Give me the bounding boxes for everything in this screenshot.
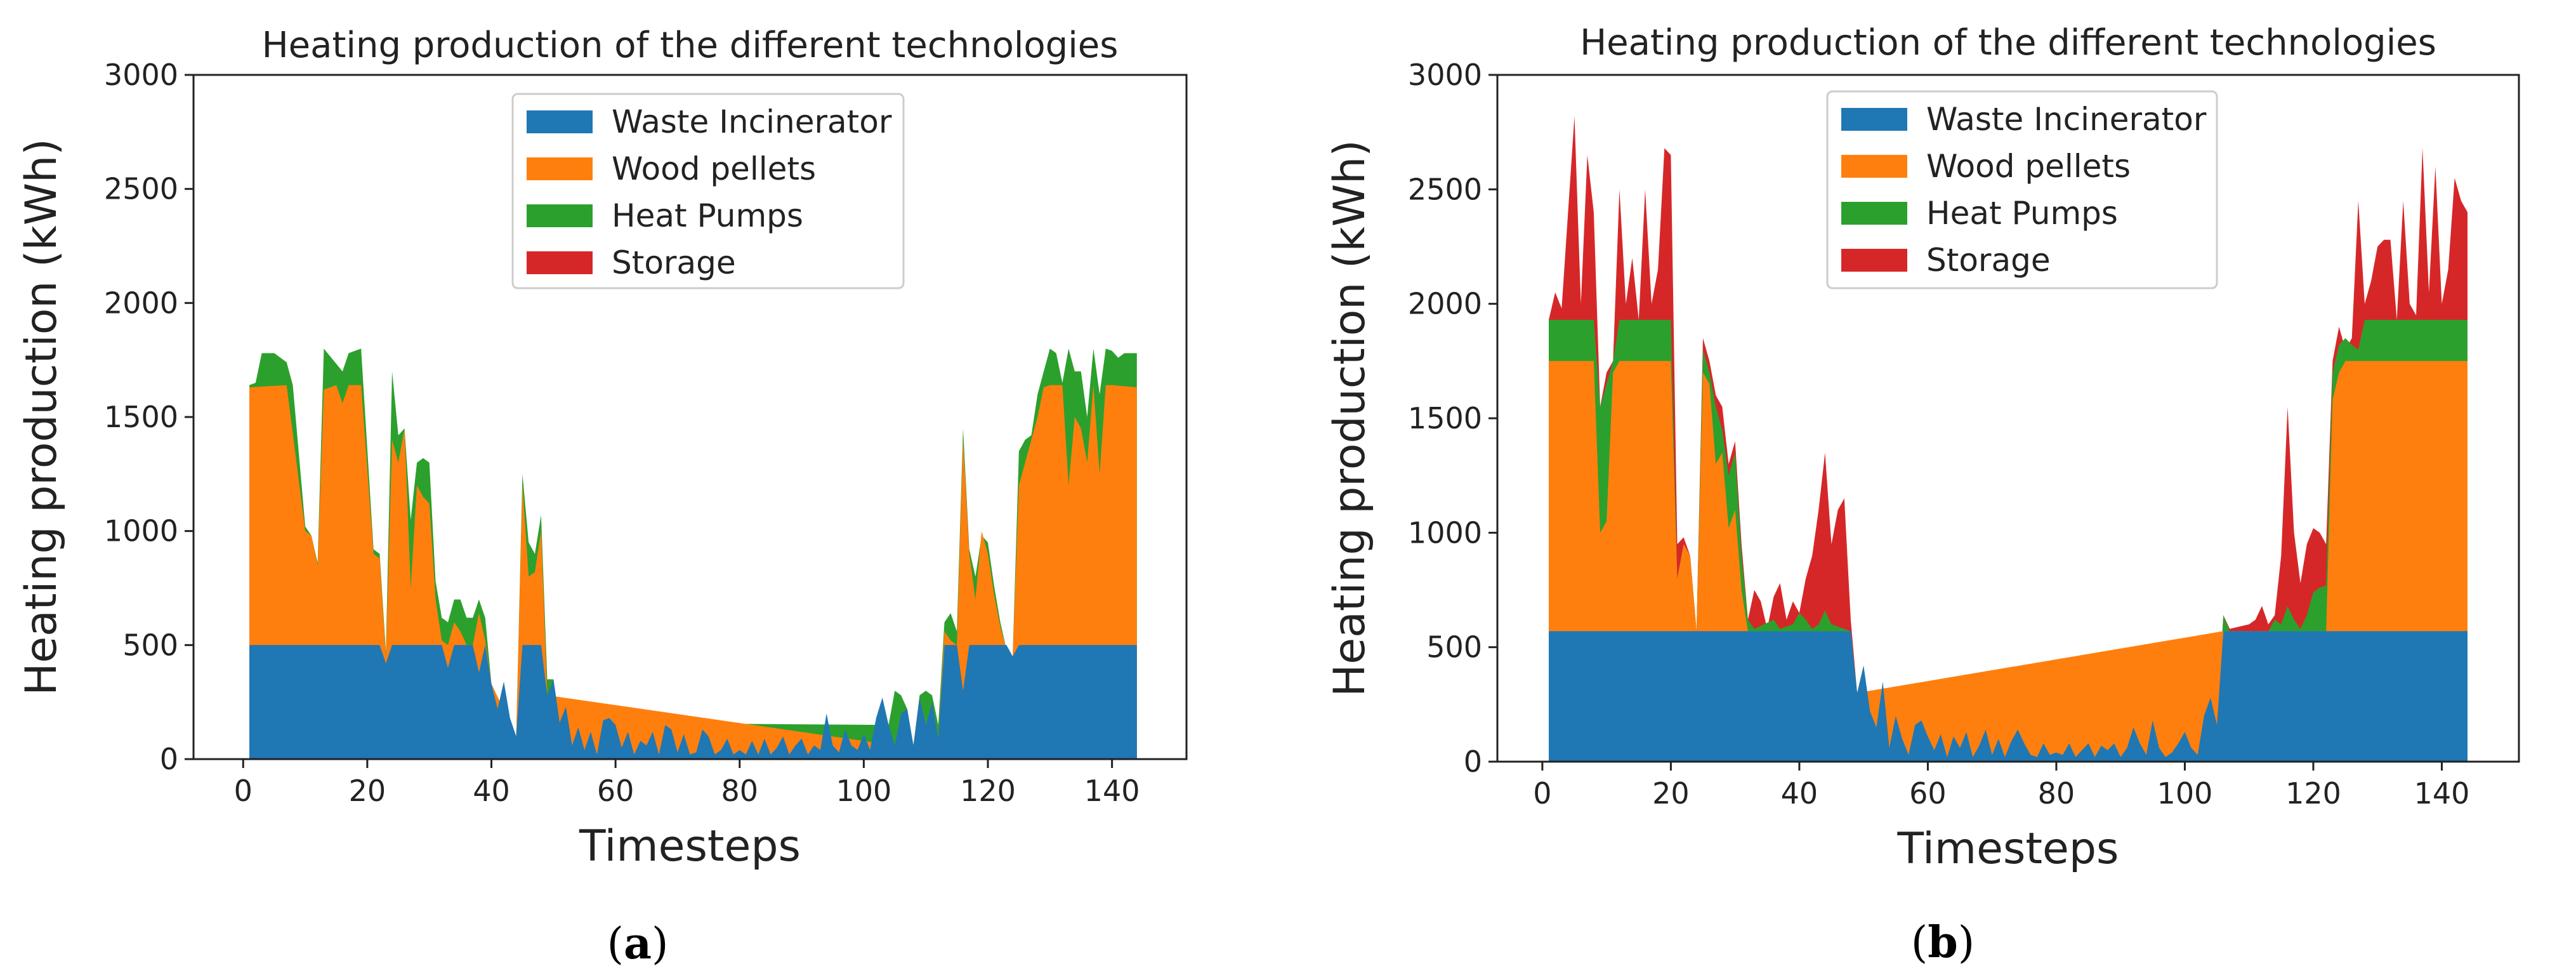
panel-caption: (b)	[1911, 917, 1975, 968]
x-tick-label: 0	[234, 774, 253, 808]
x-tick-label: 80	[721, 774, 758, 808]
caption-letter: a	[624, 918, 652, 969]
chart-title: Heating production of the different tech…	[262, 25, 1119, 66]
y-tick-label: 2500	[104, 172, 178, 206]
legend-swatch-wood	[1841, 155, 1907, 178]
legend-label-wood: Wood pellets	[1926, 148, 2131, 185]
legend-label-waste: Waste Incinerator	[612, 103, 892, 140]
legend-swatch-waste	[527, 110, 593, 133]
legend: Waste Incinerator Wood pellets Heat Pumps S…	[511, 93, 905, 289]
x-tick-label: 100	[2157, 776, 2213, 811]
legend-box	[1826, 90, 2218, 289]
x-tick-label: 60	[597, 774, 634, 808]
area-storage-series	[1549, 116, 2468, 762]
area-waste-series	[249, 645, 1137, 759]
x-tick-label: 40	[473, 774, 510, 808]
chart-panel-a: 0 500 1000 1500 2000 2500 3000 0 20 40 60 80 100 120 1…	[16, 25, 1188, 969]
x-tick-label: 120	[2285, 776, 2341, 811]
y-axis-label: Heating production (kWh)	[16, 138, 67, 696]
y-tick-label: 0	[1464, 745, 1482, 779]
y-tick-label: 2000	[104, 286, 178, 320]
y-tick-label: 500	[1426, 630, 1482, 665]
y-tick-label: 3000	[1408, 58, 1482, 92]
legend-swatch-storage	[527, 251, 593, 274]
x-tick-label: 20	[1652, 776, 1690, 811]
y-axis-label: Heating production (kWh)	[1325, 140, 1375, 697]
legend-swatch-storage	[1841, 249, 1907, 272]
legend: Waste Incinerator Wood pellets Heat Pumps S…	[1826, 90, 2218, 289]
area-waste-series	[1549, 631, 2468, 762]
x-tick-label: 80	[2038, 776, 2075, 811]
x-tick-label: 60	[1909, 776, 1947, 811]
x-tick-label: 40	[1781, 776, 1818, 811]
y-tick-label: 1000	[1408, 515, 1482, 550]
legend-swatch-heatpumps	[1841, 202, 1907, 225]
legend-swatch-waste	[1841, 108, 1907, 131]
x-tick-label: 20	[349, 774, 386, 808]
x-tick-label: 140	[2414, 776, 2470, 811]
legend-label-storage: Storage	[612, 244, 736, 281]
caption-letter: b	[1928, 917, 1958, 968]
chart-title: Heating production of the different tech…	[1580, 22, 2436, 63]
legend-label-storage: Storage	[1926, 242, 2051, 279]
y-tick-label: 1500	[1408, 401, 1482, 435]
chart-panel-b: 0 500 1000 1500 2000 2500 3000 0 20 40 60 80 100 120 1…	[1325, 22, 2520, 968]
legend-label-heatpumps: Heat Pumps	[1926, 195, 2118, 232]
x-tick-label: 120	[960, 774, 1016, 808]
caption-open-paren: (	[1911, 918, 1928, 968]
y-tick-label: 2500	[1408, 172, 1482, 206]
panel-caption: (a)	[607, 918, 668, 969]
caption-close-paren: )	[1958, 918, 1975, 968]
caption-open-paren: (	[607, 919, 624, 969]
y-tick-label: 1500	[104, 400, 178, 434]
legend-label-heatpumps: Heat Pumps	[612, 197, 803, 234]
y-tick-label: 0	[160, 742, 178, 776]
legend-label-waste: Waste Incinerator	[1926, 101, 2207, 138]
y-tick-label: 3000	[104, 58, 178, 92]
legend-box	[511, 93, 905, 289]
x-tick-label: 140	[1084, 774, 1140, 808]
caption-close-paren: )	[652, 919, 669, 969]
x-tick-label: 0	[1533, 776, 1551, 811]
legend-label-wood: Wood pellets	[612, 150, 816, 187]
y-tick-label: 500	[122, 628, 178, 662]
x-tick-label: 100	[836, 774, 891, 808]
x-axis-label: Timesteps	[579, 821, 801, 871]
legend-swatch-heatpumps	[527, 204, 593, 227]
x-axis-label: Timesteps	[1897, 824, 2119, 874]
y-tick-label: 2000	[1408, 287, 1482, 321]
legend-swatch-wood	[527, 157, 593, 180]
y-tick-label: 1000	[104, 514, 178, 548]
